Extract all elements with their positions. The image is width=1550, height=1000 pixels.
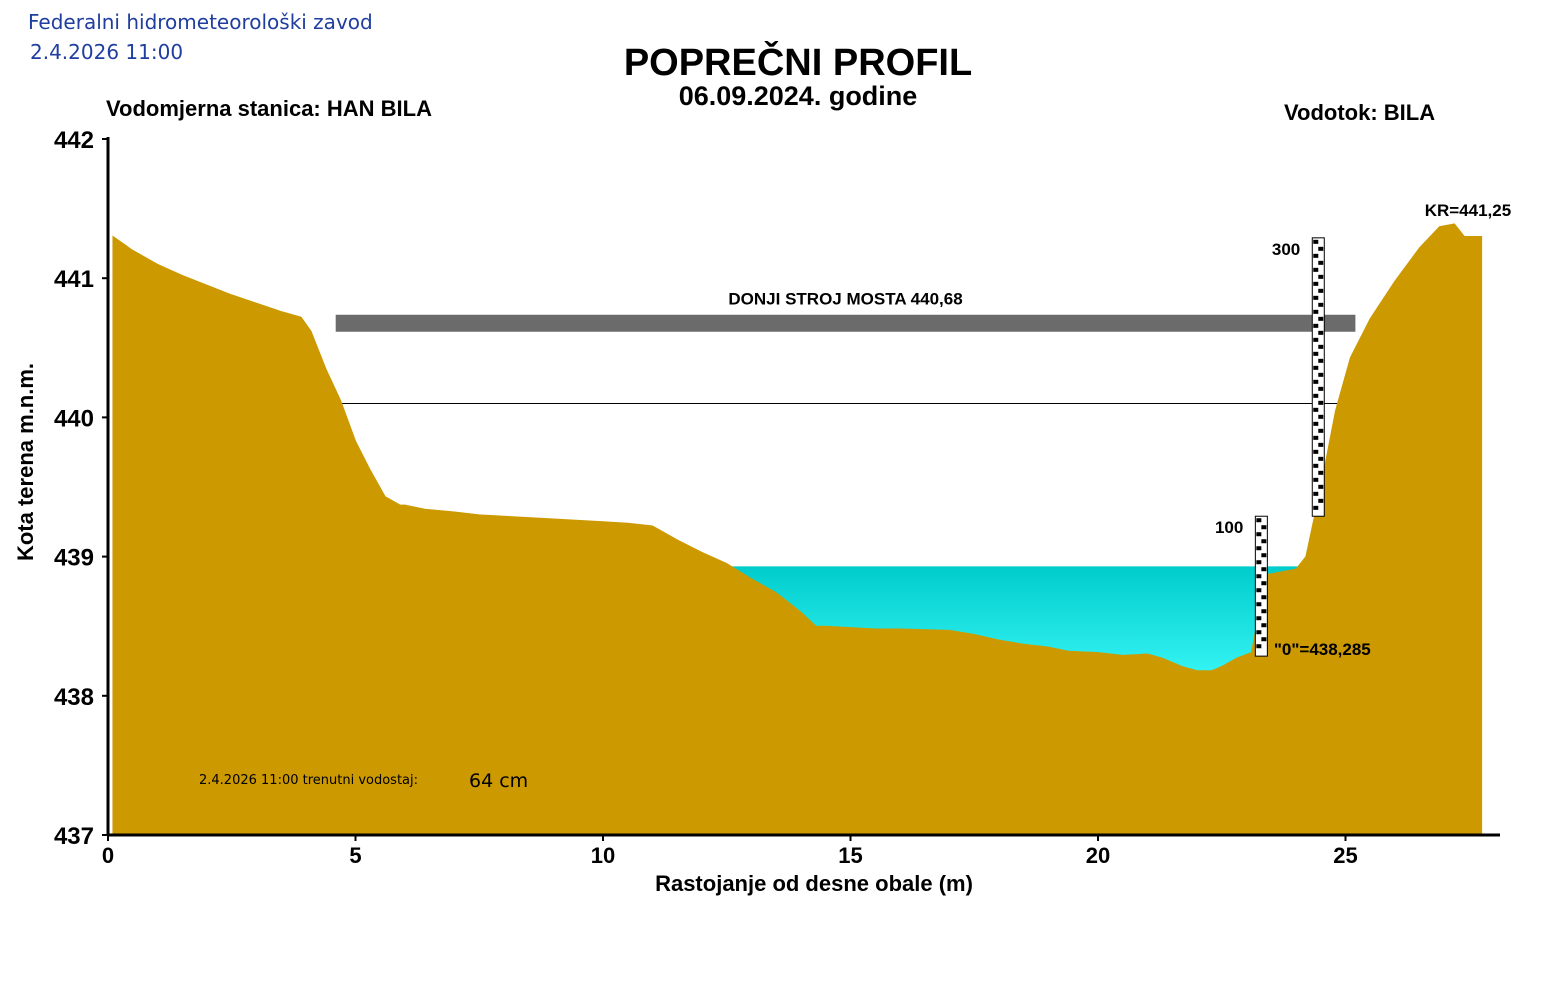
gauge-mark	[1261, 595, 1267, 600]
gauge-mark	[1313, 477, 1319, 482]
y-tick-label-438: 438	[54, 684, 94, 711]
chart-subtitle: 06.09.2024. godine	[678, 81, 918, 111]
gauge-mark	[1318, 316, 1324, 321]
gauge-mark	[1256, 546, 1262, 551]
gauge-label-100: 100	[1215, 518, 1243, 537]
gauge-mark	[1313, 463, 1319, 468]
gauge-mark	[1318, 246, 1324, 251]
y-tick-label-442: 442	[54, 127, 94, 154]
gauge-mark	[1261, 553, 1267, 558]
gauge-mark	[1313, 407, 1319, 412]
y-tick-label-440: 440	[54, 405, 94, 432]
gauge-mark	[1261, 539, 1267, 544]
x-tick-label-0: 0	[102, 843, 114, 868]
gauge-mark	[1318, 302, 1324, 307]
gauge-mark	[1318, 428, 1324, 433]
gauge-mark	[1318, 288, 1324, 293]
gauge-mark	[1318, 484, 1324, 489]
chart-title: POPREČNI PROFIL	[623, 42, 973, 84]
gauge-mark	[1256, 644, 1262, 649]
gauge-mark	[1313, 351, 1319, 356]
gauge-mark	[1261, 637, 1267, 642]
gauge-mark	[1313, 365, 1319, 370]
x-tick-label-5: 5	[349, 843, 361, 868]
header-datetime: 2.4.2026 11:00	[30, 40, 184, 64]
gauge-mark	[1261, 525, 1267, 530]
x-axis-title: Rastojanje od desne obale (m)	[655, 871, 973, 896]
gauge-mark	[1313, 239, 1319, 244]
gauge-mark	[1318, 372, 1324, 377]
current-level-label: 2.4.2026 11:00 trenutni vodostaj:	[199, 773, 419, 788]
gauge-mark	[1313, 337, 1319, 342]
gauge-mark	[1318, 358, 1324, 363]
terrain-profile	[112, 223, 1483, 836]
current-level-value: 64 cm	[469, 770, 529, 792]
gauge-mark	[1256, 630, 1262, 635]
gauge-mark	[1313, 379, 1319, 384]
gauge-mark	[1318, 442, 1324, 447]
gauge-mark	[1256, 588, 1262, 593]
gauge-mark	[1313, 449, 1319, 454]
x-tick-label-10: 10	[591, 843, 615, 868]
water-area	[731, 566, 1299, 671]
y-tick-label-437: 437	[54, 823, 94, 850]
gauge-mark	[1313, 421, 1319, 426]
gauge-mark	[1313, 435, 1319, 440]
gauge-mark	[1261, 581, 1267, 586]
x-tick-label-15: 15	[838, 843, 862, 868]
gauge-mark	[1313, 309, 1319, 314]
gauge-mark	[1261, 609, 1267, 614]
gauge-mark	[1256, 518, 1262, 523]
station-label: Vodomjerna stanica: HAN BILA	[106, 96, 432, 121]
gauge-label-300: 300	[1272, 240, 1300, 259]
gauge-mark	[1318, 386, 1324, 391]
y-tick-label-441: 441	[54, 266, 94, 293]
y-tick-label-439: 439	[54, 545, 94, 572]
gauge-mark	[1313, 281, 1319, 286]
gauge-mark	[1313, 505, 1319, 510]
gauge-mark	[1318, 400, 1324, 405]
gauge-mark	[1261, 623, 1267, 628]
gauge-mark	[1318, 470, 1324, 475]
x-tick-label-20: 20	[1086, 843, 1110, 868]
gauge-mark	[1318, 498, 1324, 503]
gauge-mark	[1256, 616, 1262, 621]
gauge-mark	[1318, 274, 1324, 279]
gauge-mark	[1313, 393, 1319, 398]
gauge-mark	[1256, 532, 1262, 537]
gauge-mark	[1313, 295, 1319, 300]
gauge-mark	[1261, 567, 1267, 572]
gauge-mark	[1318, 414, 1324, 419]
gauge-mark	[1313, 267, 1319, 272]
gauge-mark	[1313, 253, 1319, 258]
gauge-mark	[1318, 456, 1324, 461]
gauge-mark	[1256, 574, 1262, 579]
bridge-label: DONJI STROJ MOSTA 440,68	[728, 290, 962, 309]
x-tick-label-25: 25	[1333, 843, 1357, 868]
zero-level-label: "0"=438,285	[1274, 640, 1371, 659]
gauge-mark	[1318, 330, 1324, 335]
gauge-mark	[1256, 560, 1262, 565]
gauge-plate-100	[1254, 515, 1268, 657]
gauge-mark	[1313, 323, 1319, 328]
kr-label: KR=441,25	[1425, 201, 1511, 220]
gauge-mark	[1256, 602, 1262, 607]
bridge-deck	[335, 314, 1356, 332]
gauge-mark	[1318, 260, 1324, 265]
agency-name: Federalni hidrometeorološki zavod	[28, 10, 373, 34]
river-label: Vodotok: BILA	[1284, 100, 1436, 125]
gauge-mark	[1313, 491, 1319, 496]
gauge-mark	[1318, 344, 1324, 349]
y-axis-title: Kota terena m.n.m.	[13, 363, 38, 561]
